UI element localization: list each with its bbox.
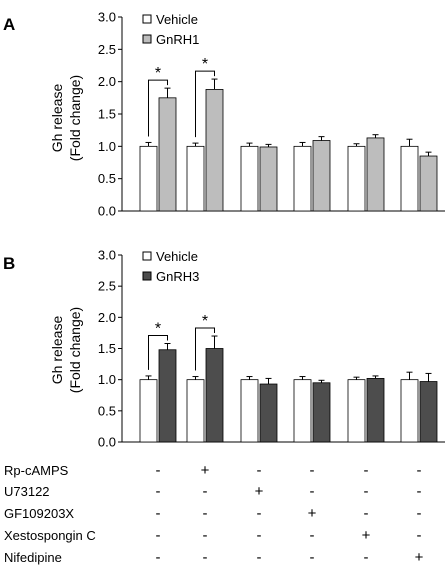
- y-tick-label: 0.0: [98, 204, 116, 219]
- significance-bracket: [195, 70, 215, 138]
- legend-label: Vehicle: [156, 12, 198, 27]
- bar: [347, 145, 366, 212]
- treatment-cell: -: [156, 527, 161, 544]
- panel-label: A: [3, 15, 15, 34]
- bar: [186, 379, 205, 443]
- treatment-label: Nifedipine: [4, 550, 62, 565]
- treatment-cell: -: [203, 505, 208, 522]
- y-tick-label: 3.0: [98, 10, 116, 25]
- treatment-cell: -: [203, 483, 208, 500]
- treatment-cell: -: [310, 549, 315, 566]
- bar: [240, 145, 259, 212]
- treatment-cell: -: [417, 527, 422, 544]
- y-tick-label: 1.5: [98, 341, 116, 356]
- treatment-cell: -: [310, 527, 315, 544]
- treatment-cell: -: [257, 527, 262, 544]
- y-tick-label: 2.5: [98, 279, 116, 294]
- bar: [259, 146, 278, 212]
- y-tick-label: 2.0: [98, 310, 116, 325]
- treatment-cell: -: [417, 462, 422, 479]
- bar: [347, 379, 366, 443]
- bar: [158, 97, 177, 212]
- treatment-cell: -: [156, 549, 161, 566]
- treatment-label: Rp-cAMPS: [4, 463, 69, 478]
- bar: [419, 155, 438, 212]
- treatment-cell: -: [364, 505, 369, 522]
- panel-label: B: [3, 254, 15, 273]
- treatment-cell: +: [308, 505, 317, 522]
- treatment-cell: -: [203, 549, 208, 566]
- treatment-label: GF109203X: [4, 506, 74, 521]
- bar: [186, 145, 205, 212]
- treatment-cell: -: [310, 462, 315, 479]
- legend-swatch: [142, 271, 152, 281]
- bar: [366, 137, 385, 212]
- y-tick-label: 0.0: [98, 435, 116, 450]
- bar: [312, 382, 331, 443]
- treatment-cell: -: [156, 505, 161, 522]
- treatment-cell: -: [156, 483, 161, 500]
- bar: [312, 140, 331, 212]
- significance-bracket: [195, 327, 215, 371]
- treatment-cell: -: [257, 549, 262, 566]
- y-tick-label: 0.5: [98, 403, 116, 418]
- y-axis-title: (Fold change): [67, 75, 83, 161]
- treatment-cell: -: [364, 462, 369, 479]
- treatment-cell: +: [415, 549, 424, 566]
- bar: [400, 379, 419, 443]
- legend-label: GnRH3: [156, 269, 199, 284]
- treatment-cell: -: [257, 462, 262, 479]
- treatment-cell: -: [417, 483, 422, 500]
- treatment-cell: -: [156, 462, 161, 479]
- y-tick-label: 1.5: [98, 107, 116, 122]
- significance-star: *: [155, 65, 161, 82]
- legend-swatch: [142, 14, 152, 24]
- significance-star: *: [202, 56, 208, 73]
- y-tick-label: 0.5: [98, 171, 116, 186]
- significance-star: *: [155, 321, 161, 338]
- treatment-cell: -: [417, 505, 422, 522]
- treatment-label: Xestospongin C: [4, 528, 96, 543]
- legend-label: GnRH1: [156, 32, 199, 47]
- legend-swatch: [142, 251, 152, 261]
- y-tick-label: 1.0: [98, 139, 116, 154]
- treatment-cell: +: [362, 527, 371, 544]
- y-axis-title: Gh release: [49, 316, 65, 385]
- bar: [158, 349, 177, 443]
- bar: [205, 348, 224, 443]
- significance-bracket: [148, 79, 168, 137]
- bar: [293, 145, 312, 212]
- treatment-cell: -: [364, 549, 369, 566]
- bar: [293, 379, 312, 443]
- bar: [240, 379, 259, 443]
- y-axis-title: (Fold change): [67, 307, 83, 393]
- y-axis-title: Gh release: [49, 84, 65, 153]
- treatment-cell: -: [257, 505, 262, 522]
- treatment-cell: -: [203, 527, 208, 544]
- treatment-label: U73122: [4, 484, 50, 499]
- bar: [366, 378, 385, 443]
- y-tick-label: 1.0: [98, 372, 116, 387]
- legend-swatch: [142, 34, 152, 44]
- bar: [205, 89, 224, 212]
- bar: [259, 383, 278, 443]
- legend-label: Vehicle: [156, 249, 198, 264]
- significance-bracket: [148, 335, 168, 370]
- treatment-cell: +: [255, 483, 264, 500]
- treatment-cell: +: [201, 462, 210, 479]
- y-tick-label: 3.0: [98, 248, 116, 263]
- significance-star: *: [202, 313, 208, 330]
- y-tick-label: 2.5: [98, 42, 116, 57]
- bar: [419, 381, 438, 443]
- treatment-cell: -: [310, 483, 315, 500]
- y-tick-label: 2.0: [98, 74, 116, 89]
- bar: [139, 379, 158, 443]
- treatment-cell: -: [364, 483, 369, 500]
- bar: [139, 145, 158, 212]
- bar: [400, 145, 419, 212]
